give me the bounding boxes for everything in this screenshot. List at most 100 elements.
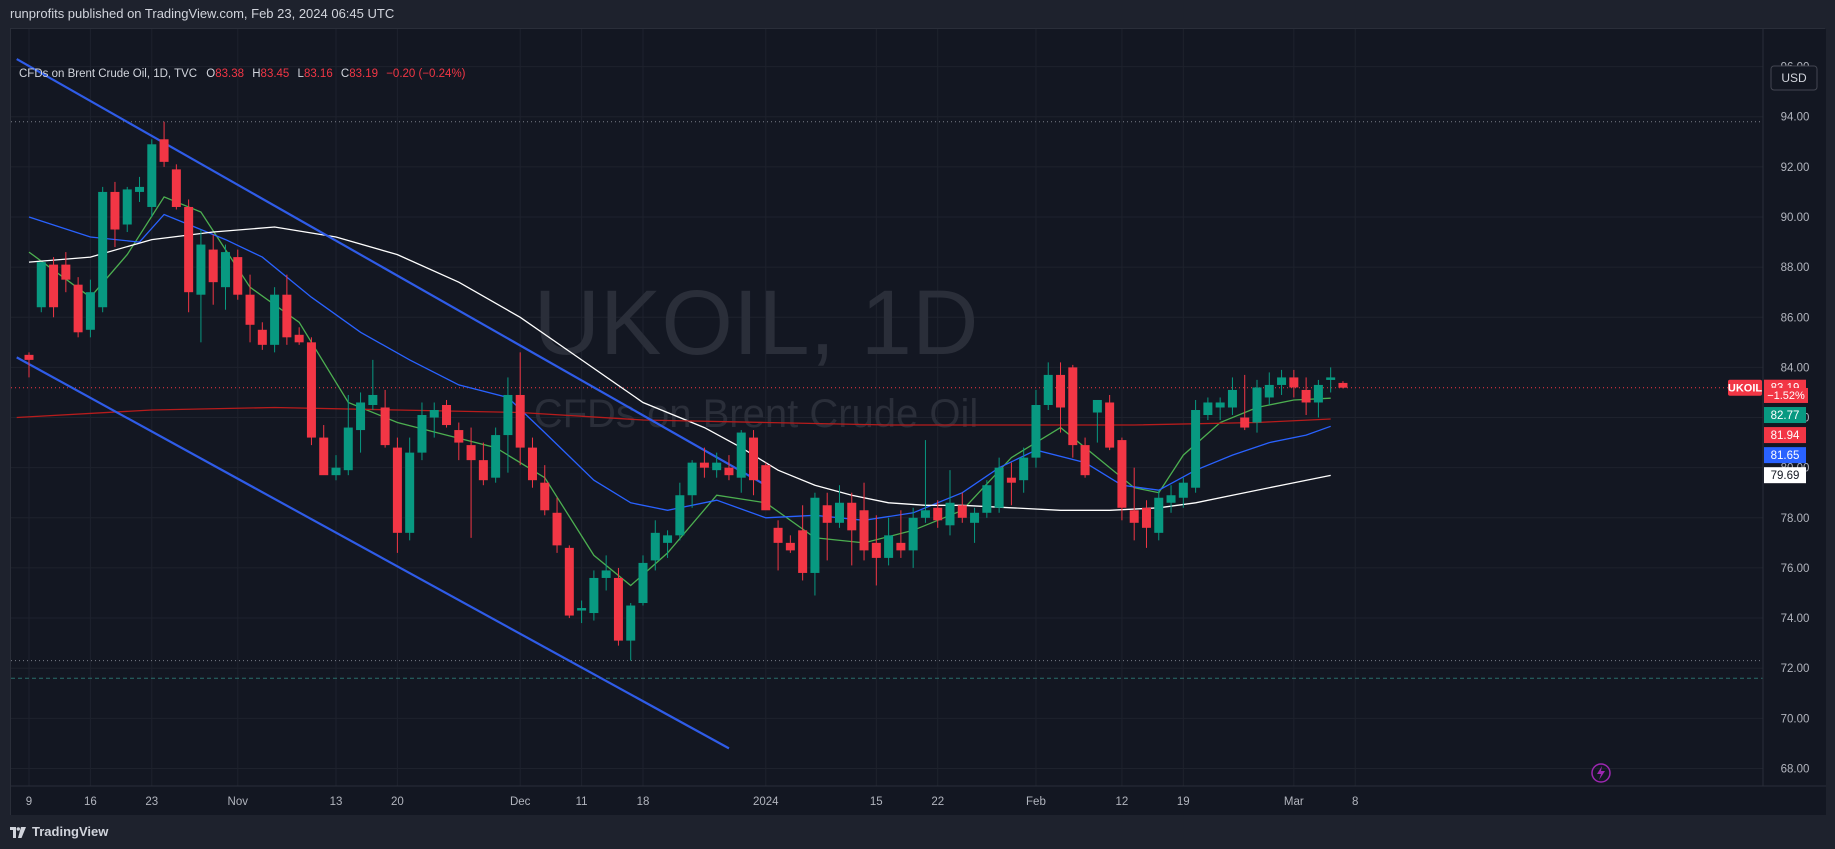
candle-body bbox=[1056, 374, 1066, 408]
candle-body bbox=[577, 608, 587, 611]
candle-body bbox=[515, 394, 525, 448]
candle-body bbox=[1313, 384, 1323, 403]
candle-body bbox=[933, 507, 943, 521]
candle-body bbox=[196, 244, 206, 295]
candle-body bbox=[970, 512, 980, 523]
candle-body bbox=[1215, 402, 1225, 408]
candle-body bbox=[1117, 440, 1127, 508]
x-tick-label: 9 bbox=[26, 796, 32, 808]
candle-body bbox=[650, 532, 660, 561]
candle-body bbox=[294, 334, 304, 343]
candle-body bbox=[306, 342, 316, 438]
candle-body bbox=[908, 517, 918, 551]
y-tick-label: 74.00 bbox=[1781, 613, 1810, 625]
candle-body bbox=[110, 191, 120, 230]
candle-body bbox=[454, 430, 464, 443]
candle-body bbox=[982, 485, 992, 513]
y-tick-label: 70.00 bbox=[1781, 713, 1810, 725]
candle-body bbox=[810, 497, 820, 573]
legend-o-label: O bbox=[206, 68, 215, 80]
time-axis-bg bbox=[11, 786, 1826, 816]
legend-h-label: H bbox=[252, 68, 260, 80]
candle-body bbox=[319, 437, 329, 476]
price-tag-label: 79.69 bbox=[1771, 470, 1800, 482]
grid bbox=[11, 29, 1763, 786]
time-axis[interactable]: 9 16 23 Nov 13 20 Dec 11 18 2024 15 22 Feb 12 19 Mar 8 bbox=[26, 796, 1359, 808]
candle-body bbox=[822, 505, 832, 523]
candle-body bbox=[356, 402, 366, 431]
candle-body bbox=[1227, 389, 1237, 408]
candle-body bbox=[417, 415, 427, 453]
candle-body bbox=[552, 512, 562, 546]
candle-body bbox=[896, 542, 906, 551]
candle-body bbox=[1105, 402, 1115, 448]
trend-line bbox=[16, 356, 730, 750]
candle-body bbox=[49, 264, 59, 308]
candle-body bbox=[527, 447, 537, 481]
candle-body bbox=[122, 189, 132, 225]
ohlc-legend: CFDs on Brent Crude Oil, 1D, TVC O83.38 … bbox=[19, 68, 466, 80]
candle-body bbox=[834, 502, 844, 523]
candle-body bbox=[1289, 377, 1299, 388]
candle-body bbox=[871, 542, 881, 558]
candle-body bbox=[270, 294, 280, 345]
currency-button[interactable]: USD bbox=[1770, 65, 1818, 91]
candle-body bbox=[331, 467, 341, 476]
candle-body bbox=[478, 460, 488, 481]
legend-close: 83.19 bbox=[349, 68, 378, 80]
candle-body bbox=[73, 284, 83, 333]
candle-body bbox=[1264, 384, 1274, 398]
horizontal-lines bbox=[11, 121, 1763, 679]
candle-body bbox=[1154, 497, 1164, 533]
candle-body bbox=[1043, 374, 1053, 405]
candle-body bbox=[540, 482, 550, 511]
candle-body bbox=[135, 186, 145, 192]
candle-body bbox=[1141, 507, 1151, 528]
publish-header: runprofits published on TradingView.com,… bbox=[0, 0, 1835, 28]
candle-body bbox=[1252, 387, 1262, 423]
legend-low: 83.16 bbox=[304, 68, 333, 80]
candle-body bbox=[405, 452, 415, 533]
candle-body bbox=[920, 510, 930, 518]
price-tag-label: 82.77 bbox=[1771, 410, 1800, 422]
y-tick-label: 92.00 bbox=[1781, 162, 1810, 174]
candle-body bbox=[1019, 457, 1029, 481]
x-tick-label: 8 bbox=[1352, 796, 1358, 808]
x-tick-label: 18 bbox=[637, 796, 650, 808]
candle-body bbox=[343, 427, 353, 471]
candle-body bbox=[220, 252, 230, 288]
watermark-symbol: UKOIL, 1D bbox=[534, 272, 979, 374]
candles bbox=[24, 121, 1348, 661]
candle-body bbox=[663, 535, 673, 543]
chart-frame[interactable]: UKOIL, 1D CFDs on Brent Crude Oil 96.009… bbox=[10, 28, 1826, 816]
candle-body bbox=[589, 577, 599, 614]
candle-body bbox=[1006, 477, 1016, 483]
candle-body bbox=[1092, 399, 1102, 413]
candle-body bbox=[699, 462, 709, 468]
y-tick-label: 68.00 bbox=[1781, 763, 1810, 775]
currency-label[interactable]: USD bbox=[1781, 71, 1807, 85]
candle-body bbox=[798, 530, 808, 573]
candle-body bbox=[85, 292, 95, 330]
footer: TradingView bbox=[0, 815, 1835, 849]
tradingview-logo[interactable]: TradingView bbox=[10, 815, 108, 849]
candle-body bbox=[957, 505, 967, 518]
lightning-icon[interactable] bbox=[1591, 763, 1611, 783]
price-chart[interactable]: UKOIL, 1D CFDs on Brent Crude Oil 96.009… bbox=[11, 29, 1826, 816]
candle-body bbox=[171, 169, 181, 207]
x-tick-label: Mar bbox=[1284, 796, 1304, 808]
x-tick-label: 23 bbox=[145, 796, 158, 808]
candle-body bbox=[724, 467, 734, 476]
candle-body bbox=[859, 510, 869, 551]
brand-name: TradingView bbox=[32, 824, 109, 839]
candle-body bbox=[245, 294, 255, 325]
candle-body bbox=[785, 542, 795, 551]
change-tag-bg bbox=[1764, 387, 1808, 403]
x-tick-label: 22 bbox=[931, 796, 944, 808]
candle-body bbox=[1166, 495, 1176, 503]
trend-lines[interactable] bbox=[16, 58, 767, 750]
candle-body bbox=[503, 394, 513, 436]
x-tick-label: 12 bbox=[1116, 796, 1129, 808]
candle-body bbox=[208, 249, 218, 283]
